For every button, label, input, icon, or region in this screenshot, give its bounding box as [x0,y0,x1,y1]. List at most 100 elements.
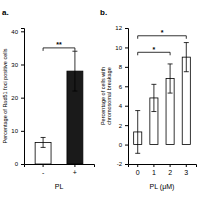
error-bar-stem [186,43,187,72]
significance-label: ** [56,41,62,48]
panel-label: b. [100,8,107,17]
tick: - [42,164,45,176]
error-bar-stem [137,111,138,154]
tick: 6 [119,84,128,90]
tick-mark [153,164,154,167]
tick: + [73,164,77,176]
tick: 8 [119,64,128,70]
tick-label: + [73,169,77,176]
error-bar-cap [151,111,156,112]
tick-label: -2 [117,161,123,167]
tick-mark [21,64,24,65]
error-bar [151,84,156,111]
tick-label: 3 [184,169,188,176]
tick-mark [170,164,171,167]
tick-label: 0 [136,169,140,176]
error-bar-cap [135,110,140,111]
error-bar-cap [168,63,173,64]
significance-label: * [153,46,156,53]
tick-label: 10 [11,128,18,134]
tick-mark [125,164,128,165]
tick: -2 [117,161,128,167]
error-bar-cap [184,42,189,43]
tick-mark [186,164,187,167]
error-bar-cap [168,93,173,94]
tick-mark [137,164,138,167]
error-bar [168,64,173,93]
x-axis-label: PL (μM) [150,183,175,191]
tick-label: 2 [168,169,172,176]
error-bar [184,43,189,72]
error-bar-stem [170,64,171,93]
x-axis: 0 1 2 3 [129,164,197,176]
tick-mark [125,67,128,68]
axis-line [125,29,129,165]
error-bar-stem [153,84,154,111]
error-bar-cap [135,153,140,154]
tick-mark [125,28,128,29]
panel: a.010203040-+PLPercentage of Rad51 foci … [2,8,95,190]
plot-area [134,43,191,154]
error-bar [135,111,140,154]
tick-label: 20 [11,95,18,101]
tick-mark [21,31,24,32]
error-bar-stem [74,51,75,91]
tick-mark [125,125,128,126]
tick: 0 [136,164,140,176]
panel: b.-20246810120123PL (μM)Percentage of ce… [100,8,197,191]
error-bar [72,51,77,91]
error-bar-cap [41,147,46,148]
tick-mark [21,164,24,165]
tick-mark [43,164,44,167]
tick: 2 [168,164,172,176]
axis-line [25,165,95,168]
x-axis-label: PL [55,183,64,190]
plot-area [35,51,83,164]
tick-label: 0 [119,142,123,148]
tick: 4 [119,103,128,109]
tick: 10 [11,128,24,134]
tick-label: 8 [119,64,123,70]
tick-label: 4 [119,103,123,109]
tick-label: 40 [11,29,18,35]
tick-mark [125,47,128,48]
tick-mark [21,131,24,132]
tick: 12 [115,25,128,31]
tick: 1 [152,164,156,176]
tick-mark [21,98,24,99]
tick: 2 [119,123,128,129]
significance-label: * [161,29,164,36]
tick-label: 6 [119,84,123,90]
chart-root: a.010203040-+PLPercentage of Rad51 foci … [0,0,200,197]
tick-mark [74,164,75,167]
tick: 3 [184,164,188,176]
error-bar-cap [41,137,46,138]
tick-label: 30 [11,62,18,68]
tick: 40 [11,29,24,35]
y-axis: -2 0 2 4 6 8 10 12 [115,25,128,167]
tick-label: 1 [152,169,156,176]
tick-label: 12 [115,25,122,31]
y-axis: 0 10 20 30 40 [11,29,24,168]
tick-mark [125,145,128,146]
tick-label: 2 [119,123,123,129]
tick: 20 [11,95,24,101]
tick: 0 [15,161,24,167]
error-bar [41,137,46,147]
tick-mark [125,86,128,87]
tick: 0 [119,142,128,148]
tick: 10 [115,45,128,51]
tick: 30 [11,62,24,68]
error-bar-stem [43,137,44,147]
error-bar-cap [151,84,156,85]
panel-label: a. [2,8,9,17]
x-axis: -+ [25,164,95,176]
tick-label: 0 [15,161,19,167]
error-bar-cap [184,71,189,72]
tick-label: - [42,169,45,176]
y-axis-label: Percentage of Rad51 foci positive cells [2,48,8,143]
tick-mark [125,106,128,107]
axis-line [129,165,197,168]
figure: a.010203040-+PLPercentage of Rad51 foci … [0,0,200,197]
y-axis-label: Percentage of cells withchromosomal brea… [100,67,113,125]
